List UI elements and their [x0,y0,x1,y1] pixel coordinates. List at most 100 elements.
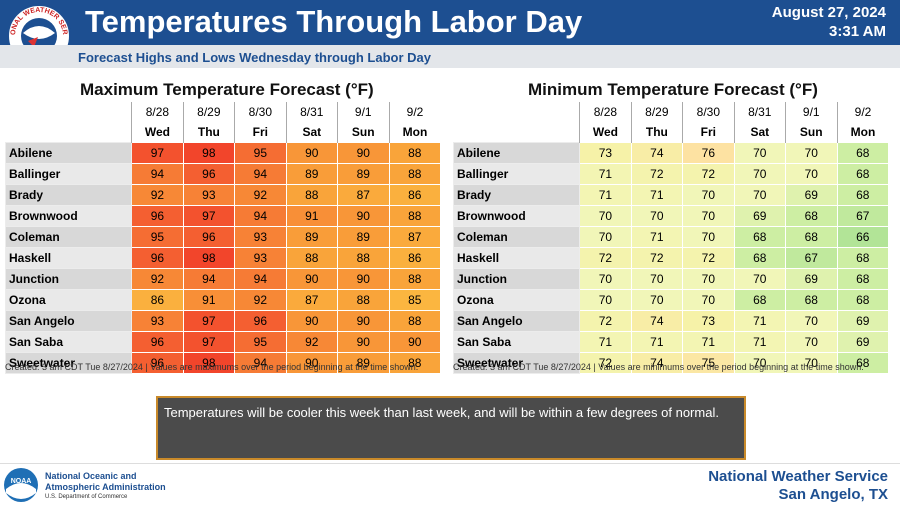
temperature-cell: 66 [836,226,889,248]
city-row: Ballinger 94 96 94 89 89 88 [4,163,441,185]
temperature-cell: 88 [388,205,441,227]
temperature-cell: 70 [579,268,632,290]
city-name: Coleman [4,226,133,248]
date-header: 8/31 [285,102,338,122]
temperature-cell: 98 [182,142,236,164]
temperature-cell: 70 [785,142,838,164]
temperature-cell: 97 [182,331,236,353]
temperature-cell: 97 [131,142,184,164]
noaa-logo-text: NOAA [11,478,32,485]
temperature-cell: 92 [285,331,339,353]
temperature-cell: 89 [337,226,390,248]
blank [5,122,132,143]
day-header: Sun [785,122,837,143]
date-header: 9/2 [388,102,441,122]
day-header: Sat [285,122,338,143]
date-header: 8/30 [234,102,287,122]
city-row: Junction 70 70 70 70 69 68 [452,268,889,290]
day-header: Mon [836,122,889,143]
temperature-cell: 90 [337,142,390,164]
date: August 27, 2024 [771,4,886,21]
department: U.S. Department of Commerce [45,494,128,500]
day-row: Wed Thu Fri Sat Sun Mon [5,122,441,143]
city-row: Ballinger 71 72 72 70 70 68 [452,163,889,185]
temperature-cell: 68 [785,205,838,227]
temperature-cell: 71 [579,331,632,353]
subtitle: Forecast Highs and Lows Wednesday throug… [78,50,431,65]
temperature-cell: 74 [630,310,684,332]
temperature-cell: 70 [682,268,735,290]
temperature-cell: 72 [630,163,684,185]
temperature-cell: 88 [388,310,441,332]
temperature-cell: 89 [337,163,390,185]
city-row: Junction 92 94 94 90 90 88 [4,268,441,290]
table-title: Minimum Temperature Forecast (°F) [528,80,818,99]
temperature-cell: 69 [733,205,787,227]
temperature-cell: 93 [234,247,287,269]
date-header: 9/2 [836,102,889,122]
temperature-cell: 68 [836,352,889,374]
city-row: Brownwood 96 97 94 91 90 88 [4,205,441,227]
city-row: Brownwood 70 70 70 69 68 67 [452,205,889,227]
temperature-cell: 86 [388,247,441,269]
table-title: Maximum Temperature Forecast (°F) [80,80,374,99]
temperature-cell: 88 [337,289,390,311]
temperature-cell: 98 [182,352,236,374]
date-header: 8/30 [682,102,735,122]
temperature-cell: 88 [388,352,441,374]
forecast-table: 8/28 8/29 8/30 8/31 9/1 9/2 Wed Thu Fri Sat Sun Mon… [4,102,441,374]
temperature-cell: 71 [579,163,632,185]
temperature-cell: 90 [337,310,390,332]
temperature-cell: 67 [785,247,838,269]
temperature-cell: 90 [285,268,339,290]
temperature-cell: 86 [131,289,184,311]
city-row: Sweetwater 96 98 94 90 89 88 [4,352,441,374]
city-row: San Angelo 72 74 73 71 70 69 [452,310,889,332]
footer [0,463,900,506]
temperature-cell: 71 [630,331,684,353]
agency-line: National Oceanic and [45,471,137,481]
temperature-cell: 70 [682,226,735,248]
temperature-cell: 87 [285,289,339,311]
day-header: Mon [388,122,441,143]
temperature-cell: 96 [131,247,184,269]
temperature-cell: 95 [234,331,287,353]
city-name: San Angelo [452,310,581,332]
noaa-logo: NOAA [4,468,38,502]
day-row: Wed Thu Fri Sat Sun Mon [453,122,889,143]
temperature-cell: 68 [836,289,889,311]
city-name: Haskell [4,247,133,269]
temperature-cell: 74 [630,352,684,374]
city-row: San Angelo 93 97 96 90 90 88 [4,310,441,332]
office: National Weather Service [708,468,888,485]
temperature-cell: 72 [682,163,735,185]
temperature-cell: 68 [836,184,889,206]
temperature-cell: 90 [285,142,339,164]
temperature-cell: 90 [285,352,339,374]
date-header: 8/29 [182,102,235,122]
blank [453,102,580,122]
temperature-cell: 88 [337,247,390,269]
city-name: Ballinger [452,163,581,185]
temperature-cell: 94 [234,163,287,185]
temperature-cell: 72 [579,247,632,269]
temperature-cell: 70 [785,163,838,185]
temperature-cell: 89 [285,226,339,248]
temperature-cell: 74 [630,142,684,164]
temperature-cell: 96 [234,310,287,332]
city-row: Haskell 96 98 93 88 88 86 [4,247,441,269]
agency-line: Atmospheric Administration [45,482,166,492]
temperature-cell: 70 [630,289,684,311]
temperature-cell: 69 [836,310,889,332]
table-note: Created: 3 am CDT Tue 8/27/2024 | Values… [453,362,864,372]
city-row: Abilene 73 74 76 70 70 68 [452,142,889,164]
city-row: San Saba 71 71 71 71 70 69 [452,331,889,353]
temperature-cell: 73 [579,142,632,164]
date-header: 8/28 [131,102,184,122]
city-row: Brady 71 71 70 70 69 68 [452,184,889,206]
temperature-cell: 68 [785,289,838,311]
temperature-cell: 71 [682,331,735,353]
time: 3:31 AM [829,23,886,40]
temperature-cell: 90 [388,331,441,353]
temperature-cell: 68 [733,289,787,311]
